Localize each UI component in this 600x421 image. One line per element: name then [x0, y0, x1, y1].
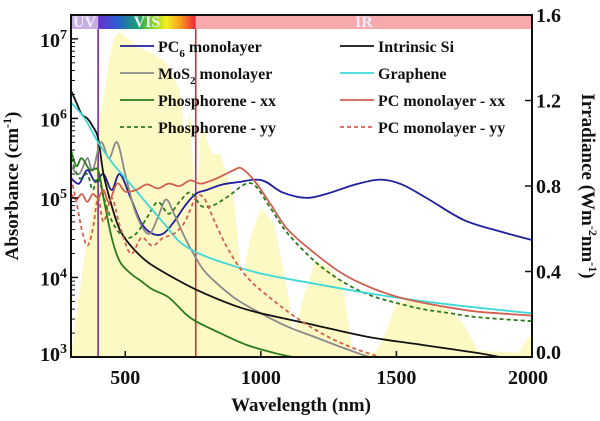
- legend-label: MoS2 monolayer: [158, 66, 272, 87]
- band-label-vis: VIS: [134, 14, 161, 31]
- series-line-2: [71, 149, 297, 357]
- band-uv: [71, 15, 99, 29]
- solar-irradiance-area: [71, 32, 532, 357]
- band-label-ir: IR: [355, 14, 373, 31]
- series-line-7: [71, 177, 384, 357]
- series-line-4: [71, 90, 500, 357]
- band-ir: [195, 15, 532, 29]
- y2-tick-label: 1.2: [536, 91, 561, 113]
- y2-tick-label: 1.6: [536, 5, 561, 27]
- series-line-3: [71, 157, 532, 323]
- x-axis-title: Wavelength (nm): [231, 395, 371, 416]
- legend-label: Graphene: [378, 66, 446, 83]
- y-tick-label: 107: [40, 28, 67, 52]
- legend-label: Intrinsic Si: [378, 39, 455, 56]
- x-tick-label: 2000: [508, 367, 548, 389]
- legend-label: Phosphorene - yy: [158, 120, 276, 137]
- x-tick-label: 1000: [241, 367, 281, 389]
- y-tick-label: 104: [40, 266, 67, 290]
- legend-label: PC6 monolayer: [158, 39, 262, 60]
- series-line-5: [71, 101, 532, 315]
- y2-tick-label: 0.4: [536, 262, 561, 284]
- y2-tick-label: 0.8: [536, 176, 561, 198]
- band-vis: [98, 15, 196, 29]
- series-line-0: [71, 169, 532, 241]
- y-axis-title: Absorbance (cm-1): [0, 112, 23, 261]
- band-label-uv: UV: [73, 14, 97, 31]
- y-tick-label: 105: [40, 187, 67, 211]
- legend-label: PC monolayer - yy: [378, 120, 505, 137]
- legend-label: Phosphorene - xx: [158, 93, 276, 110]
- x-tick-label: 500: [110, 367, 140, 389]
- x-tick-label: 1500: [376, 367, 416, 389]
- legend-label: PC monolayer - xx: [378, 93, 505, 110]
- y2-tick-label: 0.0: [536, 342, 561, 364]
- y2-axis-title: Irradiance (Wm-2nm-1): [577, 93, 600, 278]
- series-line-1: [71, 141, 373, 357]
- y-tick-label: 106: [40, 107, 67, 131]
- y-tick-label: 103: [40, 342, 67, 366]
